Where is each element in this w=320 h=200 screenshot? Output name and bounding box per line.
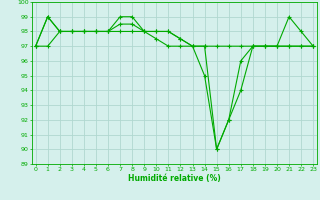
X-axis label: Humidité relative (%): Humidité relative (%)	[128, 174, 221, 183]
